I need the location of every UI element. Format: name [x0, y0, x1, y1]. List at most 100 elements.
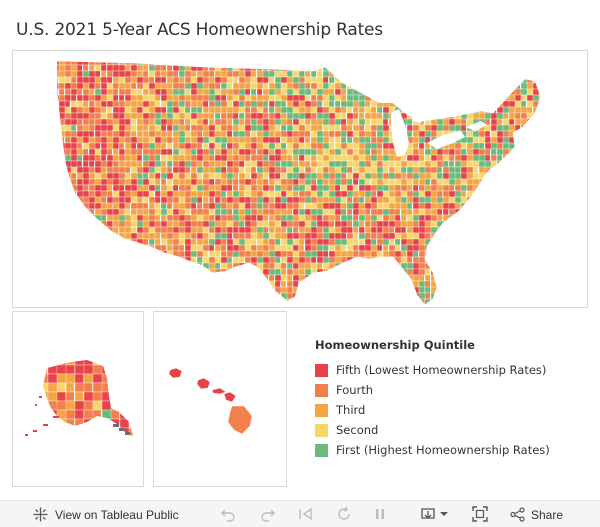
county-cell[interactable]: [472, 70, 481, 78]
county-cell[interactable]: [94, 88, 102, 96]
county-cell[interactable]: [508, 112, 516, 120]
county-cell[interactable]: [94, 238, 101, 246]
county-cell[interactable]: [484, 238, 492, 246]
county-cell[interactable]: [136, 148, 143, 156]
county-cell[interactable]: [208, 148, 215, 156]
county-cell[interactable]: [472, 268, 480, 276]
county-cell[interactable]: [376, 130, 384, 138]
county-cell[interactable]: [88, 280, 97, 288]
county-cell[interactable]: [400, 280, 407, 288]
county-cell[interactable]: [496, 232, 504, 240]
county-cell[interactable]: [274, 136, 281, 144]
county-cell[interactable]: [406, 304, 414, 309]
county-cell[interactable]: [412, 286, 420, 294]
county-cell[interactable]: [424, 268, 431, 276]
county-cell[interactable]: [94, 178, 102, 186]
county-cell[interactable]: [76, 70, 83, 78]
county-cell[interactable]: [196, 130, 203, 138]
county-cell[interactable]: [256, 256, 264, 264]
county-cell[interactable]: [286, 118, 293, 126]
county-cell[interactable]: [160, 268, 167, 276]
county-cell[interactable]: [490, 208, 500, 216]
county-cell[interactable]: [286, 124, 294, 132]
county-cell[interactable]: [400, 292, 408, 300]
county-cell[interactable]: [490, 256, 499, 264]
county-cell[interactable]: [76, 100, 84, 108]
county-cell[interactable]: [82, 280, 91, 288]
county-cell[interactable]: [466, 220, 473, 228]
county-cell[interactable]: [478, 142, 485, 150]
county-cell[interactable]: [82, 274, 90, 282]
county-cell[interactable]: [448, 286, 457, 294]
county-cell[interactable]: [508, 220, 516, 228]
county-cell[interactable]: [106, 286, 115, 294]
county-cell[interactable]: [376, 232, 384, 240]
county-cell[interactable]: [56, 356, 67, 366]
county-cell[interactable]: [304, 280, 311, 288]
county-cell[interactable]: [478, 82, 487, 90]
county-cell[interactable]: [400, 154, 407, 162]
county-cell[interactable]: [250, 238, 257, 246]
county-cell[interactable]: [82, 184, 89, 192]
county-cell[interactable]: [136, 262, 144, 270]
county-cell[interactable]: [490, 124, 498, 132]
county-cell[interactable]: [286, 130, 293, 138]
county-cell[interactable]: [376, 214, 383, 222]
county-cell[interactable]: [448, 154, 455, 162]
county-cell[interactable]: [538, 298, 545, 305]
county-cell[interactable]: [100, 208, 108, 216]
county-cell[interactable]: [82, 124, 90, 132]
county-cell[interactable]: [208, 256, 216, 264]
county-cell[interactable]: [490, 160, 497, 168]
county-cell[interactable]: [382, 136, 390, 144]
county-cell[interactable]: [106, 268, 114, 276]
county-cell[interactable]: [70, 274, 77, 282]
county-cell[interactable]: [280, 112, 287, 120]
county-cell[interactable]: [520, 280, 528, 288]
county-cell[interactable]: [83, 391, 95, 402]
county-cell[interactable]: [454, 106, 462, 114]
county-cell[interactable]: [424, 292, 431, 300]
county-cell[interactable]: [454, 238, 463, 246]
county-cell[interactable]: [106, 298, 115, 305]
county-cell[interactable]: [184, 59, 191, 66]
county-cell[interactable]: [53, 64, 60, 72]
county-cell[interactable]: [460, 214, 469, 222]
county-cell[interactable]: [92, 409, 102, 420]
county-cell[interactable]: [364, 106, 372, 114]
county-cell[interactable]: [514, 154, 523, 162]
county-cell[interactable]: [424, 304, 432, 309]
county-cell[interactable]: [448, 268, 456, 276]
county-cell[interactable]: [130, 190, 138, 198]
county-cell[interactable]: [130, 268, 137, 276]
county-cell[interactable]: [112, 292, 120, 300]
county-cell[interactable]: [160, 298, 168, 305]
county-cell[interactable]: [70, 88, 78, 96]
county-cell[interactable]: [112, 262, 120, 270]
county-cell[interactable]: [538, 136, 546, 144]
county-cell[interactable]: [100, 262, 108, 270]
county-cell[interactable]: [520, 250, 527, 258]
county-cell[interactable]: [74, 382, 86, 393]
county-cell[interactable]: [142, 70, 149, 78]
county-cell[interactable]: [418, 154, 425, 162]
county-cell[interactable]: [298, 124, 306, 132]
county-cell[interactable]: [316, 70, 323, 78]
county-cell[interactable]: [460, 190, 467, 198]
county-cell[interactable]: [124, 298, 132, 305]
county-cell[interactable]: [394, 286, 404, 294]
county-cell[interactable]: [250, 76, 258, 84]
county-cell[interactable]: [532, 124, 541, 132]
county-cell[interactable]: [250, 208, 258, 216]
county-cell[interactable]: [358, 82, 367, 90]
county-cell[interactable]: [526, 70, 533, 78]
county-cell[interactable]: [496, 244, 505, 252]
county-cell[interactable]: [88, 76, 96, 84]
county-cell[interactable]: [496, 274, 503, 282]
county-cell[interactable]: [424, 190, 432, 198]
county-cell[interactable]: [545, 143, 552, 149]
county-cell[interactable]: [442, 94, 449, 102]
county-cell[interactable]: [154, 250, 161, 258]
county-cell[interactable]: [520, 160, 528, 168]
county-cell[interactable]: [82, 304, 89, 309]
